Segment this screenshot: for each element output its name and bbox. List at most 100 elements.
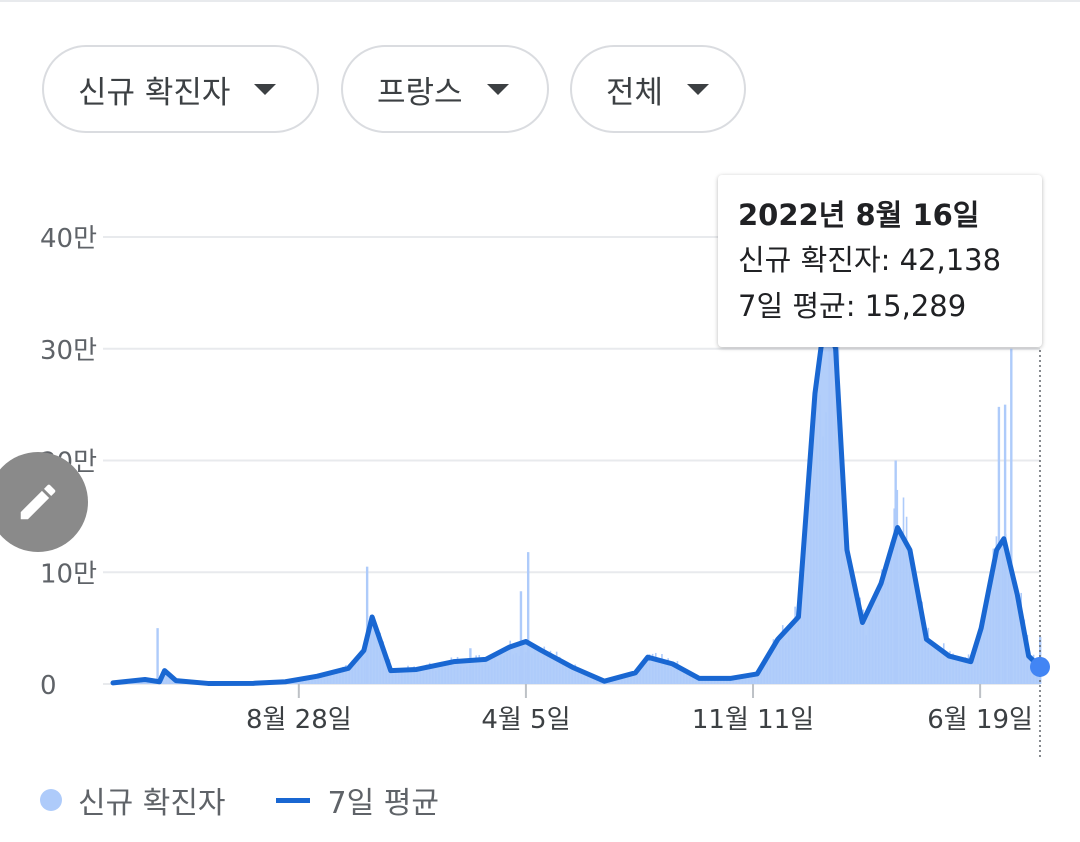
case-bar xyxy=(438,668,440,684)
case-bar xyxy=(335,673,338,684)
case-bar-peak xyxy=(469,648,472,684)
case-bar xyxy=(611,679,614,684)
case-bar xyxy=(515,652,518,684)
case-bar xyxy=(509,640,512,684)
case-bar xyxy=(490,660,493,684)
case-bar xyxy=(574,664,577,684)
case-bar xyxy=(905,516,908,684)
case-bar xyxy=(1023,619,1026,684)
case-bar xyxy=(840,497,843,684)
legend-avg-swatch xyxy=(275,797,310,803)
case-bar xyxy=(1014,603,1016,684)
case-bar xyxy=(537,649,539,684)
case-bar xyxy=(363,660,366,684)
case-bar xyxy=(428,662,431,684)
case-bar xyxy=(967,654,970,684)
case-bar xyxy=(534,646,536,684)
legend-cases-swatch xyxy=(40,789,62,811)
case-bar xyxy=(323,675,326,684)
case-bar xyxy=(682,668,685,684)
case-bar xyxy=(689,671,691,684)
case-bar xyxy=(911,591,914,684)
case-bar xyxy=(809,496,812,684)
case-bar xyxy=(345,664,347,684)
period-filter-chip[interactable]: 전체 xyxy=(570,45,746,133)
case-bar xyxy=(497,661,499,684)
case-bar xyxy=(370,630,372,684)
case-bar xyxy=(394,671,397,684)
case-bar xyxy=(555,651,558,684)
case-bar xyxy=(623,675,626,684)
case-bar xyxy=(617,676,620,684)
case-bar xyxy=(524,652,527,684)
case-bar-peak xyxy=(365,566,369,684)
case-bar xyxy=(778,641,781,684)
case-bar xyxy=(593,675,595,684)
case-bar xyxy=(973,654,976,684)
case-bar xyxy=(819,394,821,684)
case-bar xyxy=(589,677,592,684)
case-bar xyxy=(763,666,765,684)
case-bar xyxy=(348,664,350,684)
case-bar xyxy=(865,635,868,684)
case-bar xyxy=(800,612,803,684)
case-bar xyxy=(667,658,669,684)
case-bar xyxy=(614,679,617,684)
case-bar xyxy=(326,675,329,684)
case-bar xyxy=(301,679,304,684)
case-bar xyxy=(332,674,335,684)
case-bar xyxy=(568,666,570,684)
case-bar xyxy=(942,643,945,684)
case-bar xyxy=(902,497,905,684)
case-bar xyxy=(707,679,710,684)
case-bar xyxy=(995,536,998,684)
country-filter-chip[interactable]: 프랑스 xyxy=(341,45,549,133)
case-bar-peak xyxy=(829,274,832,684)
case-bar xyxy=(958,657,961,684)
case-bar xyxy=(401,670,403,684)
pencil-icon xyxy=(20,484,56,520)
case-bar-peak xyxy=(894,460,897,684)
case-bar xyxy=(952,653,954,684)
case-bar xyxy=(744,673,747,684)
case-bar xyxy=(546,654,549,684)
case-bar xyxy=(738,677,741,684)
dropdown-arrow-icon xyxy=(254,83,277,95)
case-bar xyxy=(692,672,694,684)
case-bar xyxy=(933,648,936,684)
case-bar xyxy=(385,659,388,684)
case-bar xyxy=(357,655,360,684)
case-bar xyxy=(571,671,573,684)
case-bar xyxy=(915,596,917,684)
case-bar xyxy=(435,670,437,684)
case-bar xyxy=(908,555,911,684)
case-bar-peak xyxy=(1010,348,1013,684)
case-bar xyxy=(620,676,623,684)
x-tick-label: 6월 19일 xyxy=(927,705,1033,735)
case-bar xyxy=(512,654,515,684)
edit-button[interactable] xyxy=(0,452,88,552)
legend-item-cases: 신규 확진자 xyxy=(40,778,226,822)
case-bar xyxy=(308,677,310,684)
case-bar xyxy=(757,675,759,684)
case-bar xyxy=(481,664,484,684)
case-bar xyxy=(493,655,496,684)
case-bar-peak xyxy=(526,552,530,684)
case-bar xyxy=(750,677,753,684)
case-bar xyxy=(781,625,784,684)
case-bar xyxy=(930,647,933,684)
case-bar xyxy=(565,666,567,684)
case-bar xyxy=(472,659,474,684)
case-bar xyxy=(887,582,889,684)
case-bar xyxy=(351,660,354,684)
case-bar xyxy=(961,664,964,684)
case-bar xyxy=(741,678,744,684)
metric-filter-chip[interactable]: 신규 확진자 xyxy=(42,45,319,133)
period-filter-label: 전체 xyxy=(606,74,664,111)
dropdown-arrow-icon xyxy=(486,83,509,95)
tooltip-avg-value: 15,289 xyxy=(864,289,967,323)
case-bar xyxy=(747,675,750,684)
tooltip-cases-row: 신규 확진자: 42,138 xyxy=(738,237,1042,283)
case-bar xyxy=(859,597,861,684)
case-bar xyxy=(478,654,481,684)
